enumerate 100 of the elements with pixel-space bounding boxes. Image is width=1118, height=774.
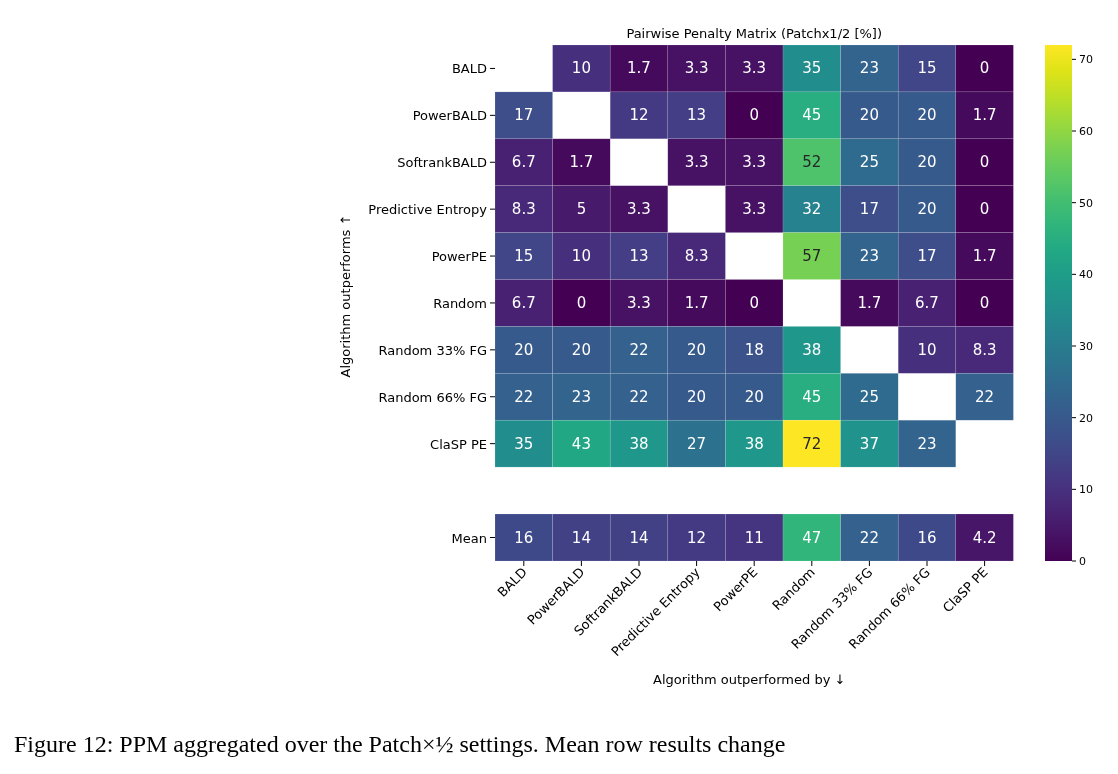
data-label: 10	[571, 59, 591, 78]
data-label: 22	[629, 387, 649, 406]
data-label: 25	[859, 387, 879, 406]
data-label: 35	[802, 59, 822, 78]
data-label: 6.7	[511, 293, 536, 312]
data-label: 16	[514, 528, 534, 547]
y-axis-title: Algorithm outperforms ↑	[338, 214, 353, 378]
color-bar-label: 50	[1079, 196, 1093, 210]
data-label: 1.7	[569, 153, 594, 172]
data-label: 4.2	[972, 528, 997, 547]
data-label: 20	[687, 387, 707, 406]
color-bar-label: 0	[1079, 555, 1086, 568]
data-label: 14	[629, 528, 649, 547]
data-label: 23	[571, 387, 591, 406]
data-label: 0	[749, 106, 759, 125]
y-tick-label: Random 33% FG	[378, 342, 487, 358]
data-label: 14	[571, 528, 591, 547]
data-label: 23	[917, 434, 937, 453]
y-tick-label: PowerPE	[431, 249, 487, 265]
data-label: 45	[802, 387, 822, 406]
data-label: 0	[749, 293, 759, 312]
color-bar-label: 10	[1079, 483, 1093, 497]
color-bar-label: 60	[1079, 125, 1093, 138]
data-label: 23	[859, 59, 879, 78]
color-bar-label: 40	[1079, 268, 1093, 282]
data-label: 32	[802, 200, 822, 219]
data-label: 22	[975, 387, 995, 406]
data-label: 0	[979, 293, 990, 312]
data-label: 20	[859, 106, 879, 125]
data-label: 25	[859, 153, 879, 172]
data-label: 8.3	[972, 340, 997, 359]
data-label: 0	[979, 59, 990, 78]
data-label: 17	[859, 200, 879, 219]
data-label: 11	[744, 528, 764, 547]
data-label: 15	[514, 247, 534, 266]
y-tick-label: Mean	[451, 530, 487, 546]
data-label: 10	[571, 247, 591, 266]
data-label: 10	[917, 340, 937, 359]
y-tick-label: Random	[433, 295, 487, 311]
data-label: 38	[629, 434, 649, 453]
data-label: 3.3	[742, 200, 767, 219]
data-label: 22	[859, 528, 879, 547]
data-label: 20	[917, 200, 937, 219]
data-label: 3.3	[742, 59, 767, 78]
data-label: 3.3	[627, 200, 651, 219]
data-label: 20	[744, 387, 764, 406]
data-label: 57	[802, 247, 822, 266]
data-label: 3.3	[684, 153, 709, 172]
data-label: 52	[802, 153, 822, 172]
data-label: 72	[802, 434, 822, 453]
data-label: 13	[687, 106, 707, 125]
data-label: 1.7	[857, 293, 882, 312]
data-label: 12	[687, 528, 707, 547]
data-label: 12	[629, 106, 649, 125]
data-label: 5	[576, 200, 587, 219]
data-label: 38	[744, 434, 764, 453]
y-tick-label: Predictive Entropy	[368, 202, 488, 218]
data-label: 0	[979, 153, 990, 172]
color-bar-label: 20	[1079, 411, 1093, 425]
data-label: 22	[514, 387, 534, 406]
data-label: 8.3	[511, 200, 536, 219]
data-label: 3.3	[684, 59, 709, 78]
data-label: 1.7	[972, 106, 997, 125]
chart-title: Pairwise Penalty Matrix (Patchx1/2 [%])	[626, 26, 882, 41]
data-label: 0	[576, 293, 587, 312]
data-label: 1.7	[627, 59, 651, 78]
data-label: 20	[687, 340, 707, 359]
data-label: 20	[571, 340, 591, 359]
data-label: 6.7	[915, 293, 939, 312]
data-label: 45	[802, 106, 822, 125]
data-label: 17	[917, 247, 937, 266]
data-label: 20	[917, 153, 937, 172]
data-label: 20	[514, 340, 534, 359]
data-label: 6.7	[511, 153, 536, 172]
data-label: 37	[859, 434, 879, 453]
data-label: 38	[802, 340, 822, 359]
data-label: 20	[917, 106, 937, 125]
data-label: 35	[514, 434, 534, 453]
data-label: 3.3	[627, 293, 651, 312]
color-bar-label: 30	[1079, 340, 1093, 353]
caption: Figure 12: PPM aggregated over the Patch×½ settings. Mean row results change	[14, 731, 786, 757]
data-label: 47	[802, 528, 822, 547]
data-label: 18	[744, 340, 764, 359]
data-label: 43	[571, 434, 591, 453]
y-tick-label: SoftrankBALD	[397, 155, 487, 171]
y-tick-label: ClaSP PE	[430, 436, 487, 452]
data-label: 3.3	[742, 153, 767, 172]
data-label: 1.7	[972, 247, 997, 266]
y-tick-label: PowerBALD	[412, 108, 487, 124]
y-tick-label: Random 66% FG	[378, 389, 487, 405]
data-label: 15	[917, 59, 937, 78]
y-tick-label: BALD	[451, 61, 487, 77]
data-label: 1.7	[684, 293, 709, 312]
data-label: 23	[859, 247, 879, 266]
color-bar-label: 70	[1079, 53, 1093, 67]
x-axis-title: Algorithm outperformed by ↓	[653, 672, 846, 687]
data-label: 16	[917, 528, 937, 547]
data-label: 13	[629, 247, 649, 266]
data-label: 17	[514, 106, 534, 125]
data-label: 8.3	[684, 247, 709, 266]
